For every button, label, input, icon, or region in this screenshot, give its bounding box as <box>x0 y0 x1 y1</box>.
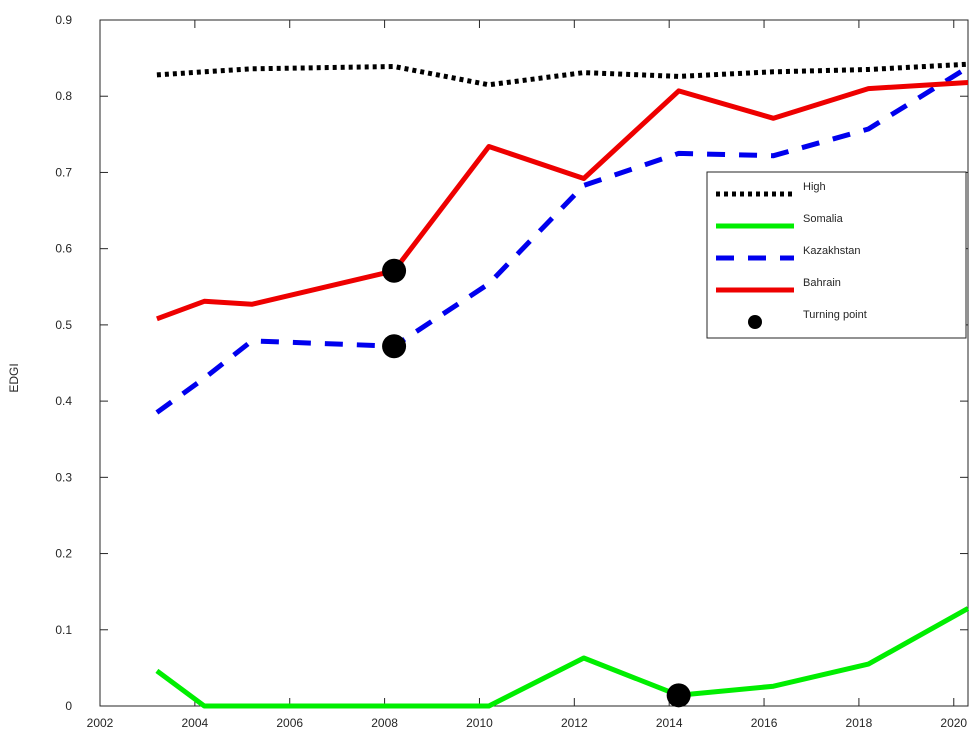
x-tick-label: 2014 <box>656 716 683 730</box>
axis-ticks: 2002 2004 2006 2008 2010 2012 2014 2016 2018 2020… <box>55 13 968 730</box>
legend-label: Turning point <box>803 309 867 321</box>
legend-label: Bahrain <box>803 277 841 289</box>
turning-points <box>382 258 691 708</box>
y-tick-label: 0.3 <box>55 470 72 484</box>
x-tick-label: 2004 <box>182 716 209 730</box>
x-tick-label: 2020 <box>940 716 967 730</box>
x-tick-label: 2002 <box>87 716 114 730</box>
x-tick-label: 2012 <box>561 716 588 730</box>
series-lines <box>155 61 969 709</box>
legend-label: High <box>803 181 826 193</box>
turning-point-marker <box>382 258 407 283</box>
x-tick-label: 2006 <box>276 716 303 730</box>
legend-box <box>706 171 967 339</box>
x-tick-label: 2016 <box>751 716 778 730</box>
legend: High Somalia Kazakhstan Bahrain Turning poin… <box>706 171 967 339</box>
turning-point-marker <box>666 683 691 708</box>
plot-area <box>99 19 969 707</box>
legend-items: High Somalia Kazakhstan Bahrain Turning poin… <box>716 181 867 329</box>
y-tick-label: 0.9 <box>55 13 72 27</box>
y-tick-label: 0.7 <box>55 165 72 179</box>
series-line-bahrain <box>156 80 969 322</box>
series-line-high <box>156 61 969 88</box>
legend-label: Somalia <box>803 213 844 225</box>
y-tick-label: 0.5 <box>55 318 72 332</box>
y-tick-label: 0.2 <box>55 547 72 561</box>
y-tick-label: 0.6 <box>55 242 72 256</box>
x-tick-label: 2018 <box>846 716 873 730</box>
y-tick-label: 0.8 <box>55 89 72 103</box>
y-tick-label: 0.1 <box>55 623 72 637</box>
y-tick-label: 0.4 <box>55 394 72 408</box>
series-line-somalia <box>155 606 969 709</box>
x-tick-label: 2010 <box>466 716 493 730</box>
legend-label: Kazakhstan <box>803 245 860 257</box>
y-tick-label: 0 <box>65 699 72 713</box>
y-axis-label: EDGI <box>7 363 21 392</box>
x-tick-label: 2008 <box>371 716 398 730</box>
turning-point-marker <box>382 334 407 359</box>
legend-swatch <box>748 315 762 329</box>
